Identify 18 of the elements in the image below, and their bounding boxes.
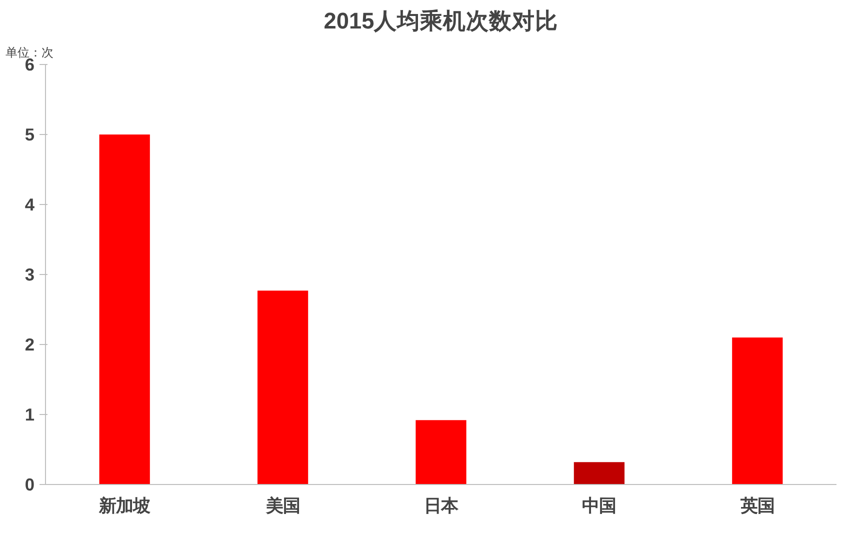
- y-tick-label: 5: [24, 124, 35, 144]
- chart-title: 2015人均乘机次数对比: [324, 8, 558, 34]
- bar: [99, 134, 150, 484]
- text: 单位：次: [6, 46, 54, 60]
- y-tick-label: 1: [24, 404, 35, 424]
- x-tick-label: 英国: [739, 496, 774, 516]
- x-tick-label: 美国: [264, 496, 300, 516]
- y-tick-label: 4: [24, 194, 35, 214]
- y-tick-label: 3: [24, 264, 35, 284]
- x-tick-label: 日本: [424, 496, 459, 516]
- bar: [257, 290, 308, 484]
- bar: [732, 338, 783, 484]
- x-tick-label: 新加坡: [98, 496, 152, 516]
- x-tick-label: 中国: [582, 496, 616, 516]
- bar: [416, 420, 466, 484]
- y-tick-label: 0: [24, 474, 35, 494]
- bar: [574, 462, 625, 484]
- y-tick-label: 2: [24, 334, 35, 354]
